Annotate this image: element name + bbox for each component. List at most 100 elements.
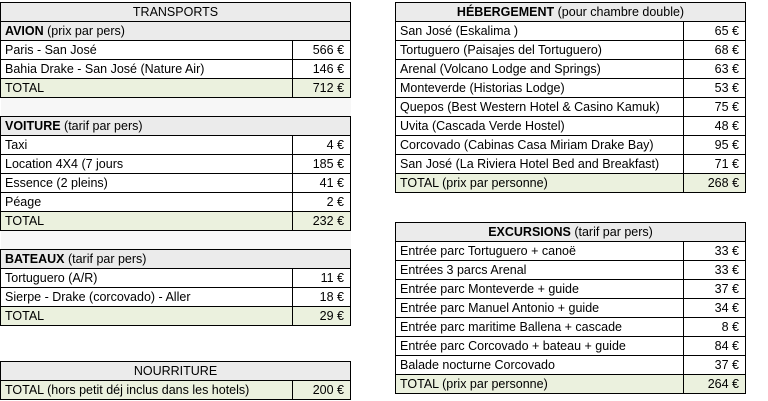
- row-label: Sierpe - Drake (corcovado) - Aller: [0, 287, 293, 307]
- total-label: TOTAL: [0, 78, 293, 98]
- table-row: Péage 2 €: [0, 192, 352, 212]
- row-value: 2 €: [291, 192, 352, 212]
- table-row: Entrées 3 parcs Arenal 33 €: [395, 260, 746, 280]
- excursions-table: EXCURSIONS (tarif par pers) Entrée parc …: [395, 222, 746, 394]
- row-value: 68 €: [682, 40, 747, 60]
- table-row: Tortuguero (Paisajes del Tortuguero) 68 €: [395, 40, 747, 60]
- table-row: San José (La Riviera Hotel Bed and Break…: [395, 154, 747, 174]
- transports-title: TRANSPORTS: [0, 2, 352, 22]
- row-label: Entrée parc Tortuguero + canoë: [395, 241, 684, 261]
- table-row: Entrée parc Corcovado + bateau + guide 84…: [395, 336, 746, 356]
- table-row: Arenal (Volcano Lodge and Springs) 63 €: [395, 59, 747, 79]
- transports-table: TRANSPORTS AVION (prix par pers) Paris -…: [0, 2, 352, 326]
- excursions-note: (tarif par pers): [570, 224, 653, 239]
- voiture-note: (tarif par pers): [60, 118, 143, 133]
- table-row: Corcovado (Cabinas Casa Miriam Drake Bay…: [395, 135, 747, 155]
- total-label: TOTAL (prix par personne): [395, 173, 684, 193]
- total-label: TOTAL: [0, 306, 293, 326]
- row-label: San José (La Riviera Hotel Bed and Break…: [395, 154, 684, 174]
- row-label: Tortuguero (Paisajes del Tortuguero): [395, 40, 684, 60]
- table-row: San José (Eskalima ) 65 €: [395, 21, 747, 41]
- table-row: Entrée parc Monteverde + guide 37 €: [395, 279, 746, 299]
- row-label: Tortuguero (A/R): [0, 268, 293, 288]
- bateaux-total-row: TOTAL 29 €: [0, 306, 352, 326]
- row-label: Péage: [0, 192, 293, 212]
- row-value: 53 €: [682, 78, 747, 98]
- row-label: Location 4X4 (7 jours: [0, 154, 293, 174]
- row-value: 4 €: [291, 135, 352, 155]
- row-label: Entrée parc maritime Ballena + cascade: [395, 317, 684, 337]
- voiture-label: VOITURE: [5, 118, 61, 133]
- hebergement-table: HÉBERGEMENT (pour chambre double) San Jo…: [394, 2, 747, 193]
- total-label: TOTAL (hors petit déj inclus dans les ho…: [0, 380, 293, 400]
- table-row: Entrée parc maritime Ballena + cascade 8 …: [395, 317, 746, 337]
- nourriture-title: NOURRITURE: [0, 361, 351, 381]
- table-row: Uvita (Cascada Verde Hostel) 48 €: [395, 116, 747, 136]
- hebergement-title: HÉBERGEMENT (pour chambre double): [394, 2, 747, 22]
- total-value: 264 €: [683, 374, 746, 394]
- row-label: Arenal (Volcano Lodge and Springs): [395, 59, 684, 79]
- row-label: Monteverde (Historias Lodge): [395, 78, 684, 98]
- spacer-row: [0, 97, 351, 117]
- row-value: 84 €: [683, 336, 746, 356]
- total-value: 200 €: [292, 380, 351, 400]
- table-row: Tortuguero (A/R) 11 €: [0, 268, 352, 288]
- table-row: Entrée parc Tortuguero + canoë 33 €: [395, 241, 746, 261]
- total-value: 29 €: [291, 306, 352, 326]
- hebergement-label: HÉBERGEMENT: [456, 4, 555, 19]
- table-row: Taxi 4 €: [0, 135, 352, 155]
- bateaux-header: BATEAUX (tarif par pers): [0, 249, 352, 269]
- row-value: 34 €: [683, 298, 746, 318]
- row-label: Essence (2 pleins): [0, 173, 293, 193]
- row-value: 41 €: [291, 173, 352, 193]
- row-label: Quepos (Best Western Hotel & Casino Kamu…: [395, 97, 684, 117]
- row-value: 33 €: [683, 241, 746, 261]
- total-label: TOTAL: [0, 211, 293, 231]
- row-value: 37 €: [683, 279, 746, 299]
- excursions-label: EXCURSIONS: [488, 224, 571, 239]
- row-value: 48 €: [682, 116, 747, 136]
- row-label: Corcovado (Cabinas Casa Miriam Drake Bay…: [395, 135, 684, 155]
- table-row: Balade nocturne Corcovado 37 €: [395, 355, 746, 375]
- row-value: 75 €: [682, 97, 747, 117]
- spacer-row: [0, 230, 351, 250]
- excursions-total-row: TOTAL (prix par personne) 264 €: [395, 374, 746, 394]
- avion-note: (prix par pers): [43, 23, 125, 38]
- table-row: Sierpe - Drake (corcovado) - Aller 18 €: [0, 287, 352, 307]
- row-value: 71 €: [682, 154, 747, 174]
- row-value: 146 €: [291, 59, 352, 79]
- table-row: Paris - San José 566 €: [0, 40, 352, 60]
- table-row: Location 4X4 (7 jours 185 €: [0, 154, 352, 174]
- voiture-total-row: TOTAL 232 €: [0, 211, 352, 231]
- row-value: 37 €: [683, 355, 746, 375]
- avion-total-row: TOTAL 712 €: [0, 78, 352, 98]
- voiture-header: VOITURE (tarif par pers): [0, 116, 352, 136]
- total-value: 232 €: [291, 211, 352, 231]
- row-value: 65 €: [682, 21, 747, 41]
- row-label: Balade nocturne Corcovado: [395, 355, 684, 375]
- table-row: Bahia Drake - San José (Nature Air) 146 €: [0, 59, 352, 79]
- row-value: 63 €: [682, 59, 747, 79]
- nourriture-total-row: TOTAL (hors petit déj inclus dans les ho…: [0, 380, 351, 400]
- table-row: Essence (2 pleins) 41 €: [0, 173, 352, 193]
- table-row: Monteverde (Historias Lodge) 53 €: [395, 78, 747, 98]
- row-value: 18 €: [291, 287, 352, 307]
- row-label: Entrée parc Manuel Antonio + guide: [395, 298, 684, 318]
- bateaux-note: (tarif par pers): [64, 251, 147, 266]
- row-label: Entrées 3 parcs Arenal: [395, 260, 684, 280]
- row-value: 185 €: [291, 154, 352, 174]
- row-label: Uvita (Cascada Verde Hostel): [395, 116, 684, 136]
- total-value: 268 €: [682, 173, 747, 193]
- hebergement-note: (pour chambre double): [554, 4, 685, 19]
- row-label: San José (Eskalima ): [395, 21, 684, 41]
- excursions-title: EXCURSIONS (tarif par pers): [395, 222, 746, 242]
- table-row: Entrée parc Manuel Antonio + guide 34 €: [395, 298, 746, 318]
- row-label: Bahia Drake - San José (Nature Air): [0, 59, 293, 79]
- row-value: 95 €: [682, 135, 747, 155]
- row-value: 566 €: [291, 40, 352, 60]
- total-value: 712 €: [291, 78, 352, 98]
- row-value: 8 €: [683, 317, 746, 337]
- row-label: Entrée parc Corcovado + bateau + guide: [395, 336, 684, 356]
- total-label: TOTAL (prix par personne): [395, 374, 684, 394]
- avion-label: AVION: [5, 23, 44, 38]
